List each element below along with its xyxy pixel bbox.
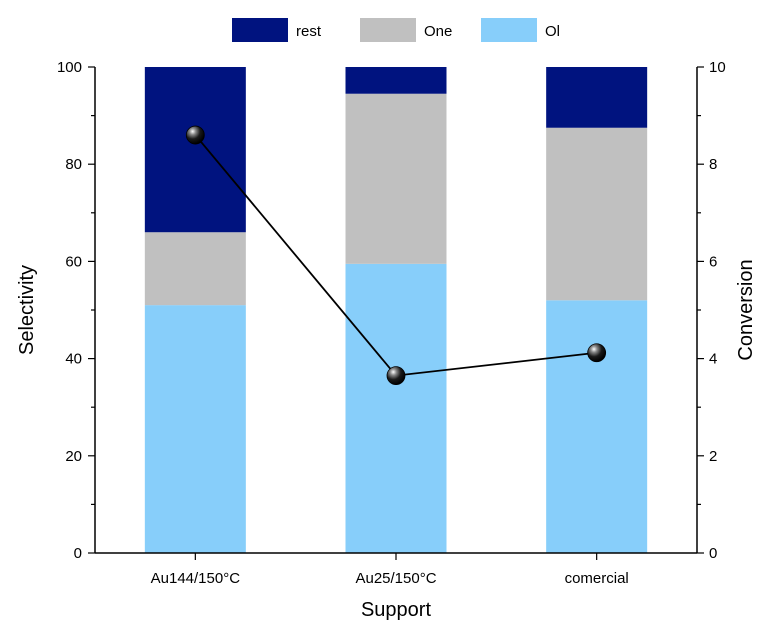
y-tick-label: 80: [65, 156, 82, 173]
x-axis-title: Support: [361, 599, 431, 621]
conversion-point-au144-150-c: [185, 125, 205, 145]
y-tick-label: 100: [57, 59, 82, 76]
legend: rest One Ol: [232, 18, 560, 42]
legend-swatch-rest: [232, 18, 288, 42]
y-tick-label: 0: [74, 545, 82, 562]
bar-ol-comercial: [546, 300, 648, 553]
y-tick-label: 40: [65, 351, 82, 368]
bar-rest-comercial: [546, 67, 648, 128]
y2-tick-label: 8: [709, 156, 717, 173]
y2-tick-label: 4: [709, 351, 717, 368]
legend-label-one: One: [424, 23, 452, 40]
legend-label-rest: rest: [296, 23, 322, 40]
y-tick-label: 60: [65, 253, 82, 270]
conversion-point-comercial: [587, 343, 607, 363]
x-tick-label-au144-150-c: Au144/150°C: [151, 570, 241, 587]
y2-tick-label: 10: [709, 59, 726, 76]
y-tick-label: 20: [65, 448, 82, 465]
bar-one-comercial: [546, 127, 648, 301]
x-tick-label-au25-150-c: Au25/150°C: [355, 570, 436, 587]
bar-rest-au25-150-c: [345, 67, 447, 94]
legend-swatch-one: [360, 18, 416, 42]
conversion-series: [185, 125, 607, 386]
conversion-point-au25-150-c: [386, 366, 406, 386]
legend-label-ol: Ol: [545, 23, 560, 40]
bar-one-au25-150-c: [345, 93, 447, 264]
y2-tick-label: 2: [709, 448, 717, 465]
y2-tick-label: 0: [709, 545, 717, 562]
y-axis-title: Selectivity: [16, 265, 38, 355]
ticks: 0 20 40 60 80 100 0 2 4 6 8 10 Au144/150°C Au25/150°C…: [57, 59, 726, 587]
legend-swatch-ol: [481, 18, 537, 42]
bar-ol-au25-150-c: [345, 263, 447, 553]
y2-axis-title: Conversion: [735, 259, 757, 360]
x-tick-label-comercial: comercial: [565, 570, 629, 587]
stacked-bars: [144, 67, 648, 553]
y2-tick-label: 6: [709, 253, 717, 270]
bar-ol-au144-150-c: [144, 305, 246, 553]
bar-one-au144-150-c: [144, 232, 246, 306]
bar-rest-au144-150-c: [144, 67, 246, 233]
